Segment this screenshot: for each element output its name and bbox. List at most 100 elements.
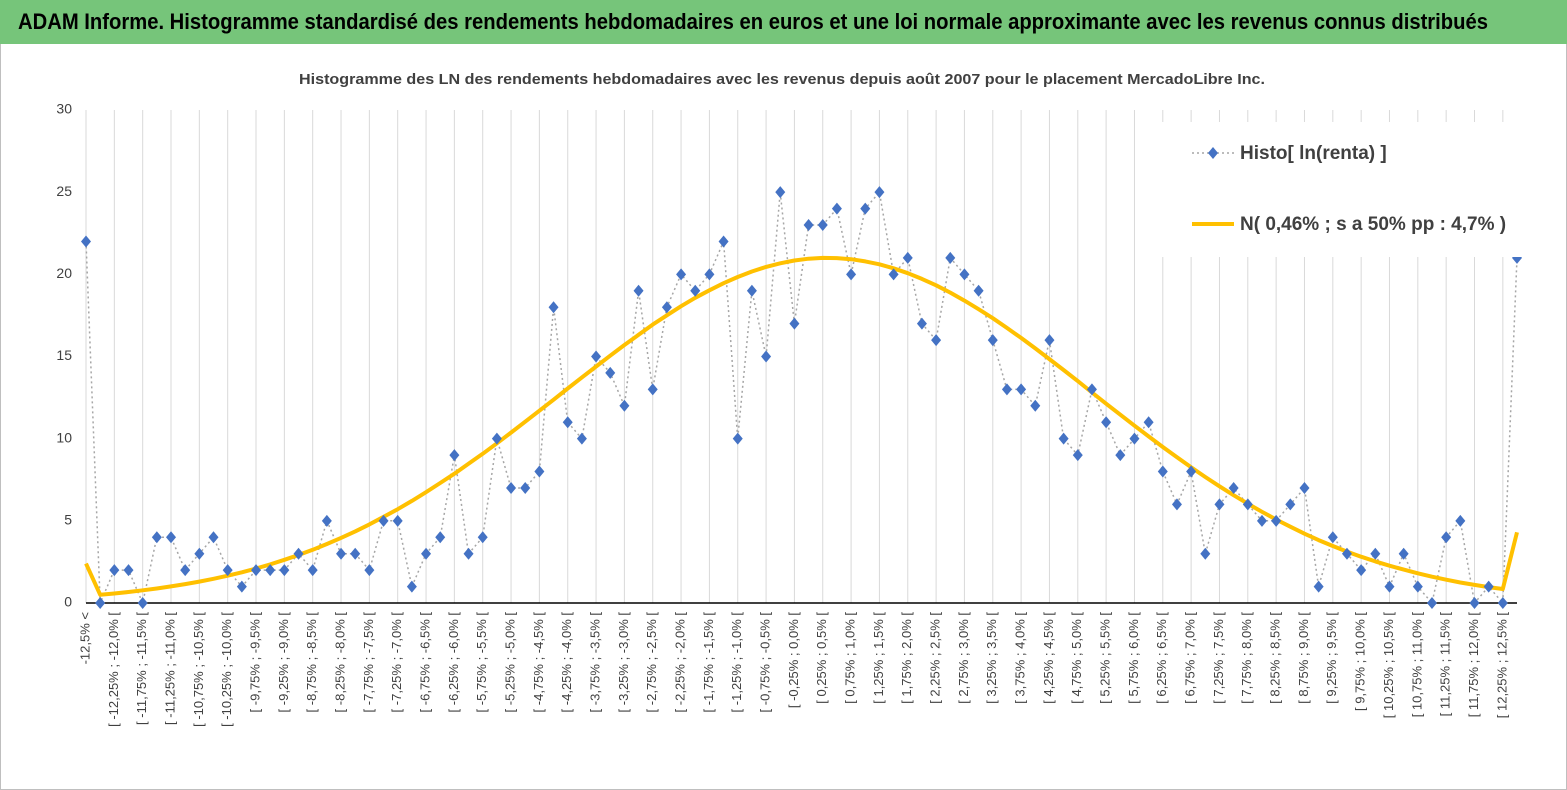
x-tick-label: [ -8,25% ; -8,0% [ bbox=[332, 612, 347, 713]
x-tick-label: [ -10,25% ; -10,0% [ bbox=[219, 612, 234, 727]
marker bbox=[1469, 597, 1480, 609]
x-tick-label: [ -9,75% ; -9,5% [ bbox=[247, 612, 262, 713]
marker bbox=[775, 186, 786, 199]
marker bbox=[180, 564, 191, 577]
marker bbox=[350, 547, 361, 560]
marker bbox=[874, 186, 885, 199]
marker bbox=[1129, 432, 1140, 445]
x-tick-label: [ 2,75% ; 3,0% [ bbox=[956, 612, 971, 704]
marker bbox=[959, 268, 970, 281]
marker bbox=[463, 547, 474, 560]
marker bbox=[392, 514, 403, 527]
marker bbox=[1398, 547, 1409, 560]
x-tick-label: [ -6,75% ; -6,5% [ bbox=[417, 612, 432, 713]
marker bbox=[831, 202, 842, 215]
marker bbox=[491, 432, 502, 445]
x-tick-label: [ 5,75% ; 6,0% [ bbox=[1126, 612, 1141, 704]
x-tick-label: [ 8,25% ; 8,5% [ bbox=[1268, 612, 1283, 704]
series-line bbox=[85, 190, 1518, 606]
marker bbox=[194, 547, 205, 560]
marker bbox=[1016, 383, 1027, 396]
marker bbox=[1171, 498, 1182, 511]
marker bbox=[746, 284, 757, 297]
x-tick-label: [ -3,25% ; -3,0% [ bbox=[616, 612, 631, 713]
marker bbox=[916, 317, 927, 330]
x-tick-label: [ -12,25% ; -12,0% [ bbox=[106, 612, 121, 727]
x-tick-label: [ -6,25% ; -6,0% [ bbox=[446, 612, 461, 713]
marker bbox=[576, 432, 587, 445]
x-tick-label: [ 11,75% ; 12,0% [ bbox=[1466, 612, 1481, 718]
x-tick-label: [ 3,25% ; 3,5% [ bbox=[984, 612, 999, 704]
marker bbox=[1157, 465, 1168, 478]
marker bbox=[732, 432, 743, 445]
marker bbox=[761, 350, 772, 363]
chart-title: Histogramme des LN des rendements hebdom… bbox=[299, 71, 1265, 88]
marker bbox=[1327, 531, 1338, 544]
marker bbox=[817, 219, 828, 232]
marker bbox=[1313, 580, 1324, 593]
x-tick-label: [ -1,75% ; -1,5% [ bbox=[701, 612, 716, 713]
marker bbox=[1256, 514, 1267, 527]
marker bbox=[1356, 564, 1367, 577]
marker bbox=[1299, 481, 1310, 494]
x-tick-label: [ 3,75% ; 4,0% [ bbox=[1013, 612, 1028, 704]
marker bbox=[718, 235, 729, 248]
x-tick-label: [ 1,25% ; 1,5% [ bbox=[871, 612, 886, 704]
x-tick-label: [ -2,25% ; -2,0% [ bbox=[673, 612, 688, 713]
marker bbox=[676, 268, 687, 281]
marker bbox=[109, 564, 120, 577]
x-tick-label: [ 2,25% ; 2,5% [ bbox=[928, 612, 943, 704]
marker bbox=[378, 514, 389, 527]
marker bbox=[1412, 580, 1423, 593]
x-tick-label: [ 8,75% ; 9,0% [ bbox=[1296, 612, 1311, 704]
x-tick-label: [ -2,75% ; -2,5% [ bbox=[644, 612, 659, 713]
x-tick-label: [ -4,25% ; -4,0% [ bbox=[559, 612, 574, 713]
marker bbox=[1271, 514, 1282, 527]
marker bbox=[1441, 531, 1452, 544]
x-tick-label: [ 12,25% ; 12,5% [ bbox=[1494, 612, 1509, 719]
marker bbox=[449, 449, 460, 462]
x-tick-label: -12,5% < bbox=[77, 612, 92, 664]
marker bbox=[151, 531, 162, 544]
marker bbox=[987, 334, 998, 347]
marker bbox=[1384, 580, 1395, 593]
x-tick-label: [ 7,25% ; 7,5% [ bbox=[1211, 612, 1226, 704]
marker bbox=[704, 268, 715, 281]
marker bbox=[1483, 580, 1494, 593]
marker bbox=[236, 580, 247, 593]
x-tick-label: [ 1,75% ; 2,0% [ bbox=[899, 612, 914, 704]
marker bbox=[1044, 334, 1055, 347]
marker bbox=[1497, 597, 1508, 609]
marker bbox=[1200, 547, 1211, 560]
marker bbox=[647, 383, 658, 396]
marker bbox=[1072, 449, 1083, 462]
marker bbox=[265, 564, 276, 577]
marker bbox=[307, 564, 318, 577]
y-tick-label: 10 bbox=[56, 429, 72, 445]
marker bbox=[1455, 514, 1466, 527]
x-tick-label: [ 7,75% ; 8,0% [ bbox=[1239, 612, 1254, 704]
legend-box bbox=[1158, 122, 1523, 257]
marker bbox=[123, 564, 134, 577]
marker bbox=[1143, 416, 1154, 429]
marker bbox=[321, 514, 332, 527]
marker bbox=[1086, 383, 1097, 396]
x-tick-label: [ 6,25% ; 6,5% [ bbox=[1154, 612, 1169, 704]
marker bbox=[1228, 481, 1239, 494]
x-tick-label: [ -7,25% ; -7,0% [ bbox=[389, 612, 404, 713]
x-tick-label: [ -11,25% ; -11,0% [ bbox=[162, 612, 177, 725]
header-bar bbox=[0, 0, 1567, 44]
x-tick-label: [ 6,75% ; 7,0% [ bbox=[1183, 612, 1198, 704]
x-tick-label: [ 5,25% ; 5,5% [ bbox=[1098, 612, 1113, 704]
marker bbox=[860, 202, 871, 215]
y-tick-label: 20 bbox=[56, 265, 72, 281]
marker bbox=[1058, 432, 1069, 445]
x-tick-label: [ -1,25% ; -1,0% [ bbox=[729, 612, 744, 713]
x-tick-label: [ 9,25% ; 9,5% [ bbox=[1324, 612, 1339, 704]
marker bbox=[1186, 465, 1197, 478]
marker bbox=[251, 564, 262, 577]
x-tick-label: [ 4,25% ; 4,5% [ bbox=[1041, 612, 1056, 704]
marker bbox=[591, 350, 602, 363]
marker bbox=[1370, 547, 1381, 560]
marker bbox=[520, 481, 531, 494]
